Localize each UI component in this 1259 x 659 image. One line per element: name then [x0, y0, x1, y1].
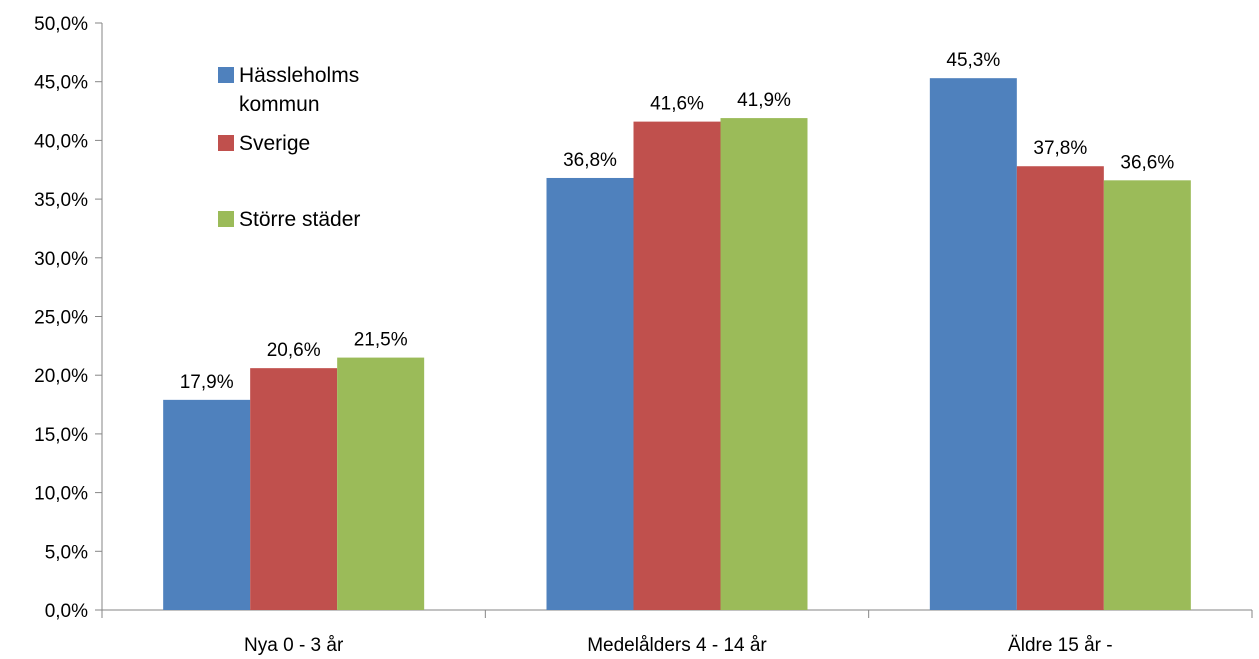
legend-label: Sverige — [239, 132, 310, 155]
data-labels: 17,9% 20,6% 21,5% 36,8% 41,6% 41,9% 45,3% 37,8%… — [180, 50, 1175, 393]
y-tick-label: 35,0% — [34, 190, 88, 211]
x-category-label: Nya 0 - 3 år — [244, 635, 344, 656]
y-tick-label: 10,0% — [34, 484, 88, 505]
legend-swatch — [218, 211, 234, 227]
bar — [929, 78, 1017, 611]
y-tick-label: 25,0% — [34, 308, 88, 329]
x-axis: Nya 0 - 3 år Medelålders 4 - 14 år Äldre 1… — [101, 609, 1253, 656]
bar — [163, 399, 251, 610]
y-tick-label: 5,0% — [45, 542, 88, 563]
x-category-label: Äldre 15 år - — [1008, 635, 1113, 656]
bar — [250, 368, 338, 610]
bar — [337, 357, 425, 610]
data-label: 36,6% — [1120, 152, 1174, 173]
bar — [633, 121, 721, 610]
bar — [720, 118, 808, 611]
legend-label: Större städer — [239, 208, 360, 231]
bar — [546, 177, 634, 610]
y-tick-label: 40,0% — [34, 131, 88, 152]
data-label: 41,6% — [650, 94, 704, 115]
legend-label: Hässleholms — [239, 64, 359, 87]
legend-label: kommun — [239, 93, 320, 116]
data-label: 17,9% — [180, 372, 234, 393]
y-tick-label: 45,0% — [34, 73, 88, 94]
data-label: 36,8% — [563, 150, 617, 171]
y-tick-label: 0,0% — [45, 601, 88, 622]
data-label: 41,9% — [737, 90, 791, 111]
y-tick-label: 50,0% — [34, 14, 88, 35]
legend: Hässleholms kommun Sverige Större städer — [218, 64, 360, 231]
data-label: 37,8% — [1033, 138, 1087, 159]
data-label: 45,3% — [946, 50, 1000, 71]
bar — [1016, 166, 1104, 610]
data-label: 21,5% — [354, 330, 408, 351]
bars — [163, 78, 1191, 611]
legend-swatch — [218, 67, 234, 83]
y-axis: 0,0% 5,0% 10,0% 15,0% 20,0% 25,0% 30,0% 35,0% 40… — [34, 14, 103, 622]
y-tick-label: 30,0% — [34, 249, 88, 270]
legend-swatch — [218, 135, 234, 151]
data-label: 20,6% — [267, 340, 321, 361]
y-tick-label: 15,0% — [34, 425, 88, 446]
bar — [1103, 180, 1191, 611]
x-category-label: Medelålders 4 - 14 år — [587, 635, 767, 656]
y-tick-label: 20,0% — [34, 366, 88, 387]
